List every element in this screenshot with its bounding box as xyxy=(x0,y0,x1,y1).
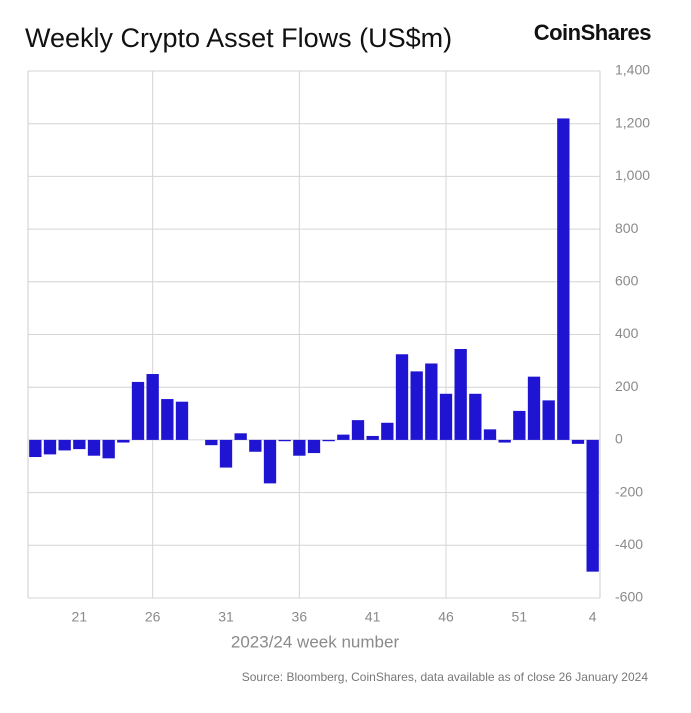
y-tick-label: 200 xyxy=(615,378,639,394)
bar xyxy=(29,439,42,458)
y-tick-label: 600 xyxy=(615,273,639,289)
bar xyxy=(205,439,218,446)
bar xyxy=(161,399,174,440)
y-tick-label: 800 xyxy=(615,220,639,236)
bar xyxy=(351,420,365,440)
bar xyxy=(483,429,497,440)
bar xyxy=(219,439,233,468)
y-tick-label: 1,400 xyxy=(615,62,650,78)
bar xyxy=(469,393,482,440)
bar xyxy=(425,363,438,440)
x-tick-label: 51 xyxy=(512,609,528,625)
y-tick-label: 1,200 xyxy=(615,114,650,130)
x-axis-label: 2023/24 week number xyxy=(231,632,400,651)
bar xyxy=(307,439,321,454)
bar xyxy=(117,439,130,443)
bar xyxy=(43,439,57,455)
bar xyxy=(454,348,467,440)
y-tick-label: 400 xyxy=(615,325,639,341)
y-tick-label: -600 xyxy=(615,589,643,605)
chart-title: Weekly Crypto Asset Flows (US$m) xyxy=(25,23,452,53)
bar xyxy=(571,439,585,444)
bar xyxy=(73,439,86,450)
bar xyxy=(542,400,555,440)
source-note: Source: Bloomberg, CoinShares, data avai… xyxy=(242,670,649,684)
bar xyxy=(131,381,145,440)
x-tick-label: 21 xyxy=(72,609,88,625)
bar xyxy=(366,435,379,440)
brand-logo: CoinShares xyxy=(534,20,652,45)
y-tick-label: 0 xyxy=(615,431,623,447)
bar xyxy=(293,439,306,456)
bar xyxy=(513,410,526,440)
y-tick-label: 1,000 xyxy=(615,167,650,183)
bar xyxy=(234,433,247,440)
bar xyxy=(395,354,409,440)
bar xyxy=(557,118,570,440)
bar xyxy=(381,422,394,440)
bar xyxy=(58,439,71,451)
x-tick-label: 4 xyxy=(589,609,597,625)
x-tick-label: 36 xyxy=(292,609,308,625)
x-tick-label: 46 xyxy=(438,609,454,625)
bar xyxy=(410,371,423,440)
bar xyxy=(102,439,115,459)
bar xyxy=(249,439,262,452)
bar xyxy=(439,393,453,440)
bar xyxy=(586,439,599,572)
bar xyxy=(87,439,101,456)
x-tick-label: 41 xyxy=(365,609,381,625)
bar xyxy=(498,439,511,443)
x-tick-label: 26 xyxy=(145,609,161,625)
x-tick-label: 31 xyxy=(218,609,234,625)
bar xyxy=(322,439,335,442)
y-tick-label: -400 xyxy=(615,536,643,552)
bar xyxy=(175,401,189,440)
bar xyxy=(263,439,277,484)
y-tick-label: -200 xyxy=(615,483,643,499)
bar xyxy=(278,439,291,442)
bar xyxy=(527,376,541,440)
bar xyxy=(337,434,350,440)
bar xyxy=(146,374,159,440)
